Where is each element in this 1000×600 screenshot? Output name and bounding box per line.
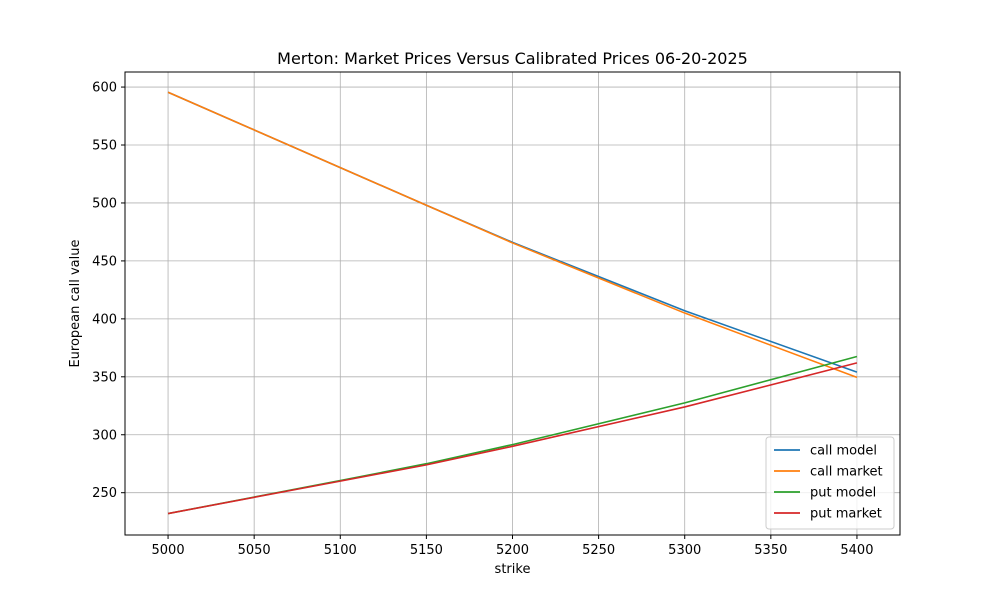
x-tick-label: 5050 [238,543,271,558]
legend-label: call model [810,444,877,459]
series-line-put-market [167,362,858,515]
x-tick-label: 5200 [496,543,529,558]
y-tick-label: 500 [92,196,117,211]
x-tick-label: 5300 [668,543,701,558]
y-axis-label: European call value [68,239,83,367]
x-axis-label: strike [495,562,531,577]
legend-label: put model [810,486,876,501]
y-tick-label: 400 [92,312,117,327]
y-tick-label: 550 [92,139,117,154]
y-tick-label: 450 [92,254,117,269]
legend-box [765,436,895,530]
x-tick-label: 5150 [410,543,443,558]
x-tick-label: 5350 [754,543,787,558]
y-tick-label: 350 [92,370,117,385]
x-tick-label: 5400 [840,543,873,558]
chart-title: Merton: Market Prices Versus Calibrated … [277,49,748,68]
x-tick-label: 5000 [152,543,185,558]
x-tick-label: 5250 [582,543,615,558]
axis-ticks: 5000 5050 5100 5150 5200 5250 5300 5350 5400 250 3… [92,81,873,558]
y-tick-label: 600 [92,81,117,96]
legend-label: call market [810,465,883,480]
series-line-call-market [167,91,858,379]
series-lines [167,91,858,515]
legend-label: put market [810,507,882,522]
y-tick-label: 300 [92,428,117,443]
legend: call model call market put model put market [765,436,895,530]
y-tick-label: 250 [92,486,117,501]
x-tick-label: 5100 [324,543,357,558]
